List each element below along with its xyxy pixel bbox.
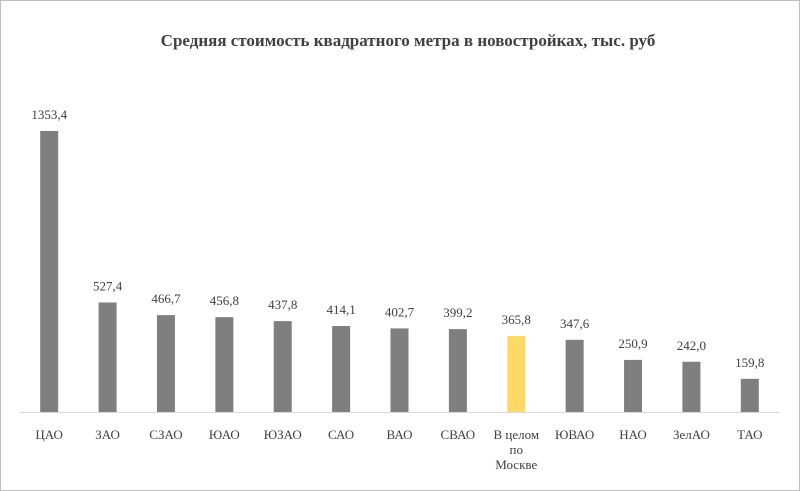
- chart-title: Средняя стоимость квадратного метра в но…: [161, 31, 656, 50]
- value-label: 527,4: [93, 278, 123, 293]
- x-tick-label: ЗАО: [95, 427, 120, 442]
- bar: [273, 321, 292, 412]
- value-label: 242,0: [677, 338, 706, 353]
- bar: [740, 378, 759, 412]
- value-label: 347,6: [560, 316, 590, 331]
- bar: [40, 131, 59, 412]
- value-label: 437,8: [268, 297, 297, 312]
- bar: [507, 336, 526, 412]
- value-label: 250,9: [618, 336, 647, 351]
- value-label: 466,7: [151, 291, 181, 306]
- x-tick-label: ВАО: [386, 427, 413, 442]
- x-tick-label: ЗелАО: [672, 427, 710, 442]
- x-tick-label: ЮАО: [208, 427, 240, 442]
- bar: [332, 326, 351, 412]
- bar: [98, 302, 117, 412]
- value-label: 159,8: [735, 355, 764, 370]
- value-label: 399,2: [443, 305, 472, 320]
- bar: [215, 317, 234, 412]
- bar: [682, 361, 701, 412]
- bar: [565, 339, 584, 412]
- value-label: 402,7: [385, 304, 415, 319]
- bar: [624, 359, 643, 412]
- x-tick-label: В целом по Москве: [493, 427, 540, 472]
- bar: [156, 315, 175, 412]
- x-tick-label: ЦАО: [35, 427, 63, 442]
- bar: [448, 329, 467, 412]
- bar: [390, 328, 409, 412]
- value-label: 414,1: [326, 302, 355, 317]
- value-label: 1353,4: [31, 107, 67, 122]
- x-tick-label: СЗАО: [149, 427, 183, 442]
- x-tick-label: ТАО: [737, 427, 763, 442]
- x-tick-label: ЮЗАО: [263, 427, 302, 442]
- value-label: 456,8: [210, 293, 239, 308]
- x-tick-label: СВАО: [440, 427, 476, 442]
- x-tick-label: САО: [328, 427, 355, 442]
- x-tick-label: ЮВАО: [554, 427, 595, 442]
- value-label: 365,8: [502, 312, 531, 327]
- x-tick-label: НАО: [619, 427, 647, 442]
